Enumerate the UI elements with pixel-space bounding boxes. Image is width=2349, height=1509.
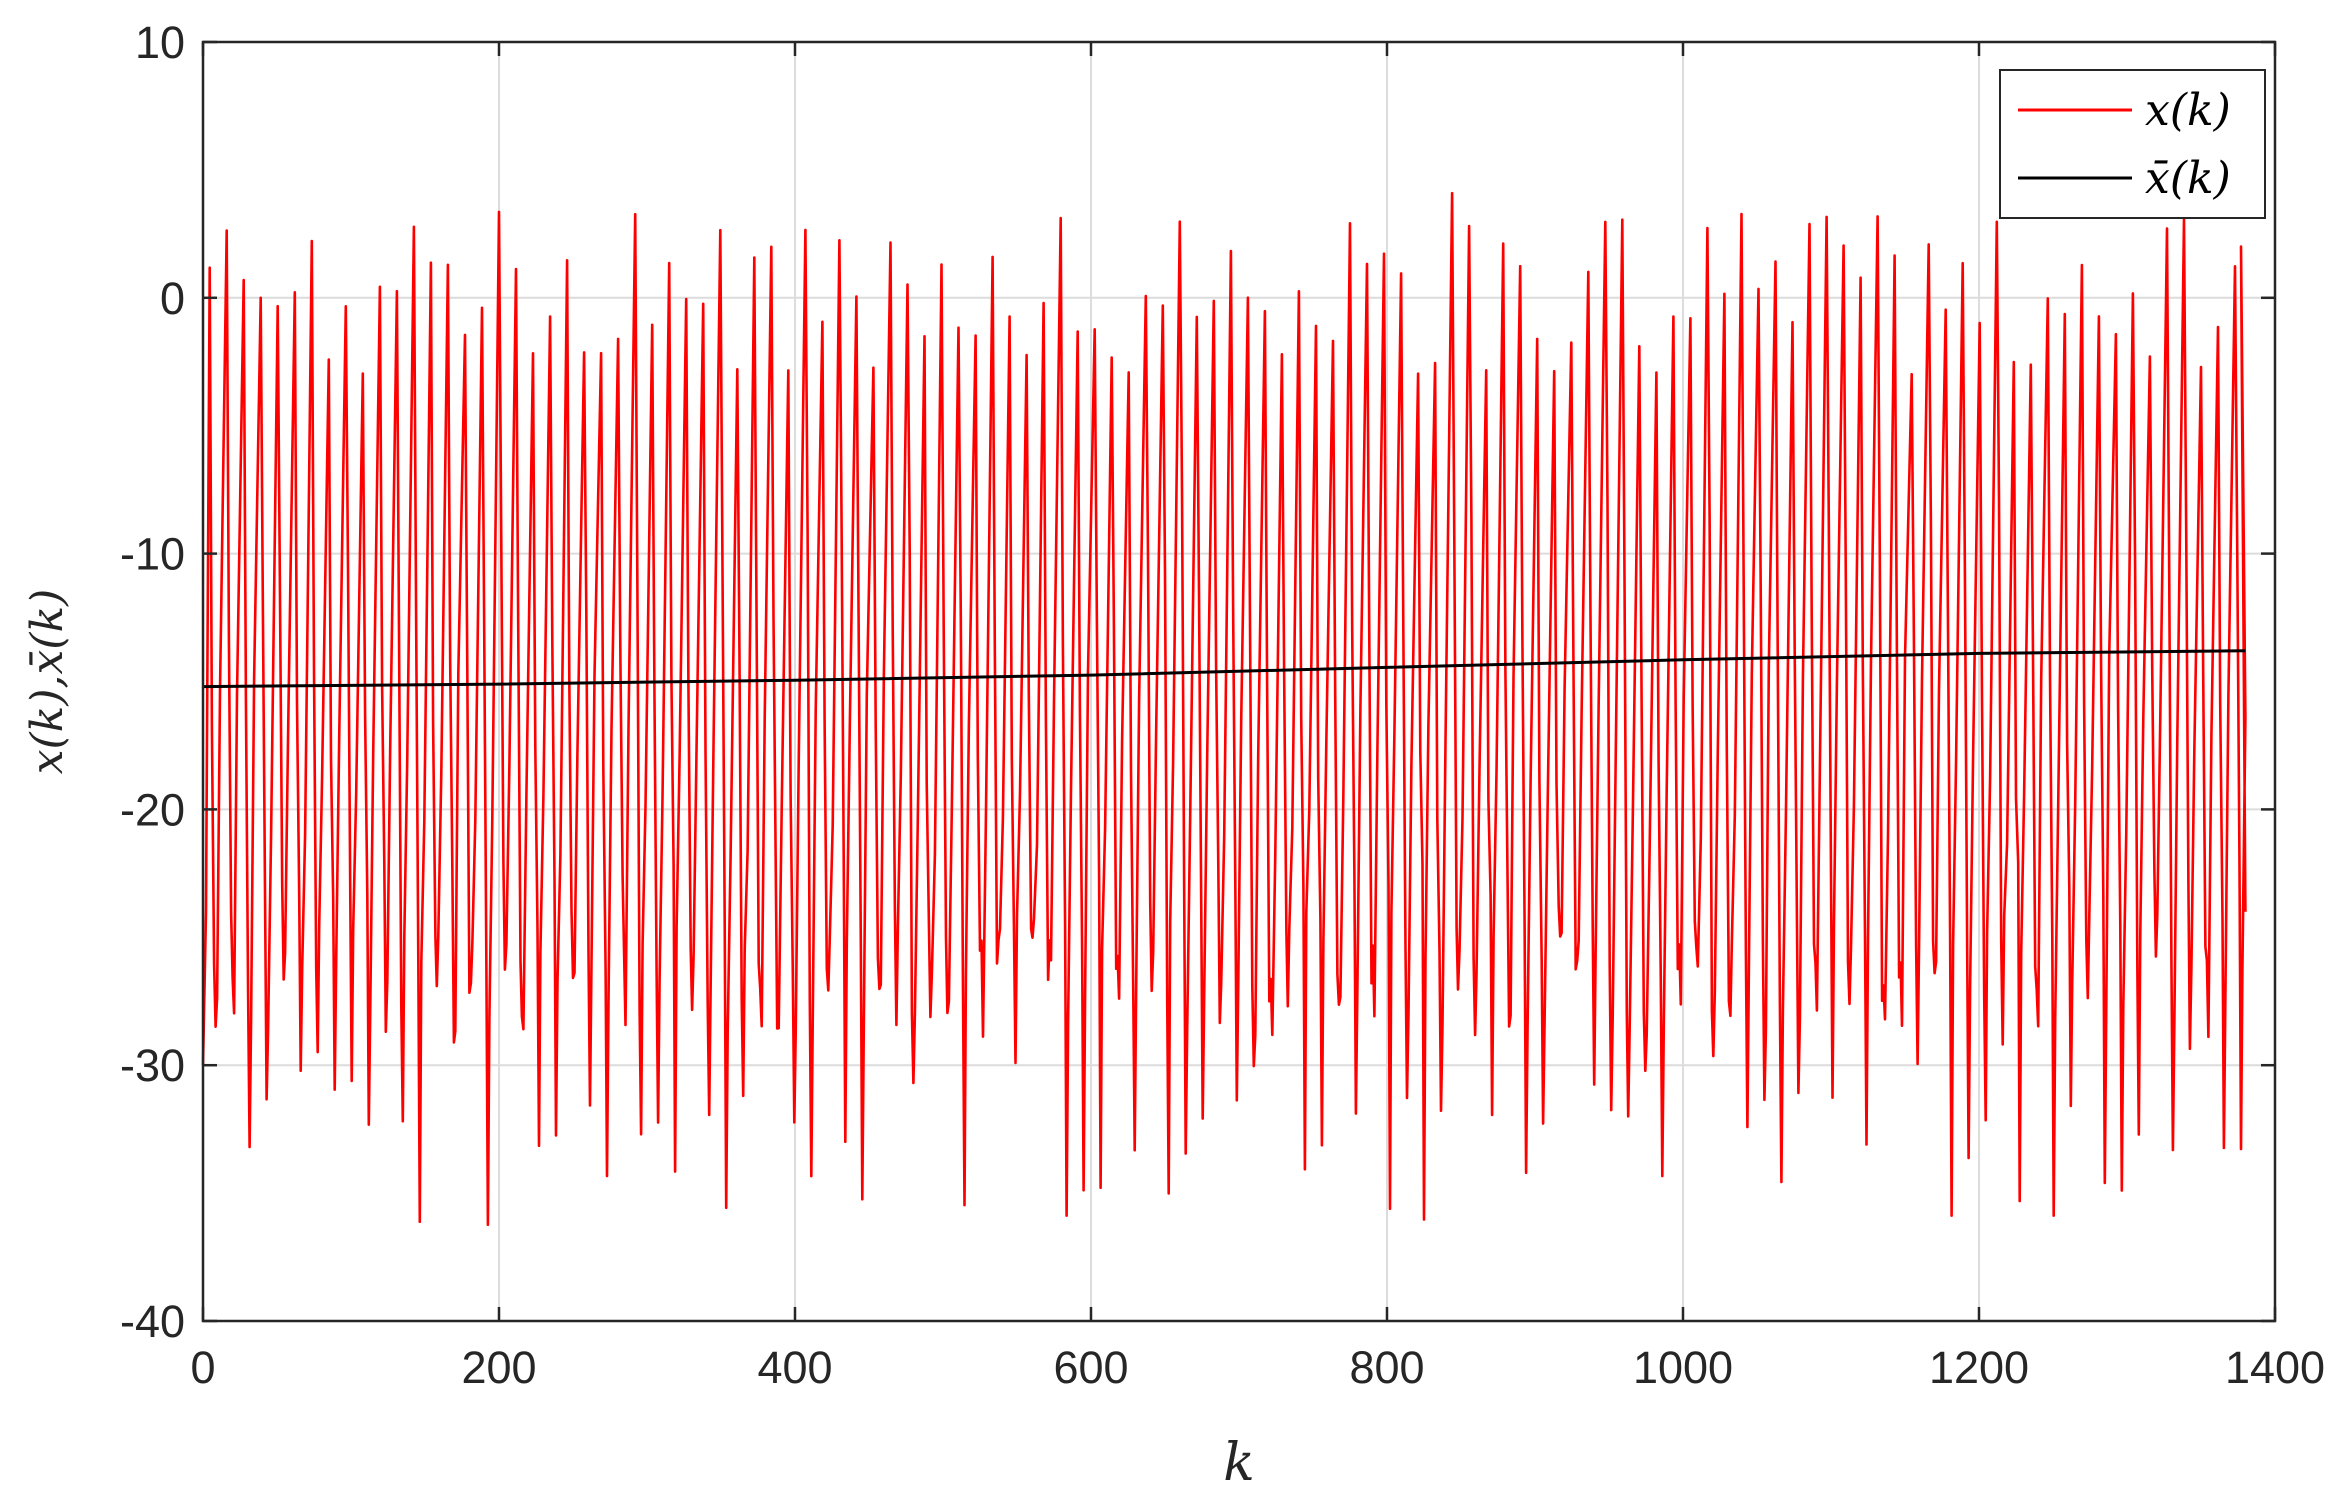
legend: x(k) x̄(k)	[1999, 69, 2266, 219]
legend-box	[1999, 69, 2266, 219]
x-tick-label: 1400	[2225, 1342, 2325, 1393]
x-tick-label: 400	[757, 1342, 832, 1393]
series-layer	[201, 191, 2247, 1226]
x-tick-label: 200	[461, 1342, 536, 1393]
y-tick-label: 0	[160, 273, 185, 324]
legend-label-x: x(k)	[2145, 85, 2231, 136]
x-tick-label: 800	[1349, 1342, 1424, 1393]
series-line-x	[201, 191, 2247, 1226]
y-tick-label: -40	[120, 1296, 185, 1347]
x-tick-label: 600	[1053, 1342, 1128, 1393]
y-axis-label: x(k),x̄(k)	[22, 589, 73, 775]
grid	[203, 42, 2275, 1321]
y-tick-label: -30	[120, 1040, 185, 1091]
x-tick-label: 1000	[1633, 1342, 1733, 1393]
x-axis-label: k	[1223, 1433, 1255, 1493]
ticks	[201, 40, 2277, 1323]
tick-labels: 0 200 400 600 800 1000 1200 1400 10 0 -10 -20 -30 -40	[120, 17, 2325, 1393]
legend-label-xbar: x̄(k)	[2145, 153, 2231, 204]
x-tick-label: 1200	[1929, 1342, 2029, 1393]
x-tick-label: 0	[190, 1342, 215, 1393]
axes-box	[201, 40, 2277, 1323]
series-line-xbar	[202, 649, 2246, 689]
y-tick-label: 10	[135, 17, 185, 68]
y-tick-label: -20	[120, 784, 185, 835]
y-tick-label: -10	[120, 529, 185, 580]
